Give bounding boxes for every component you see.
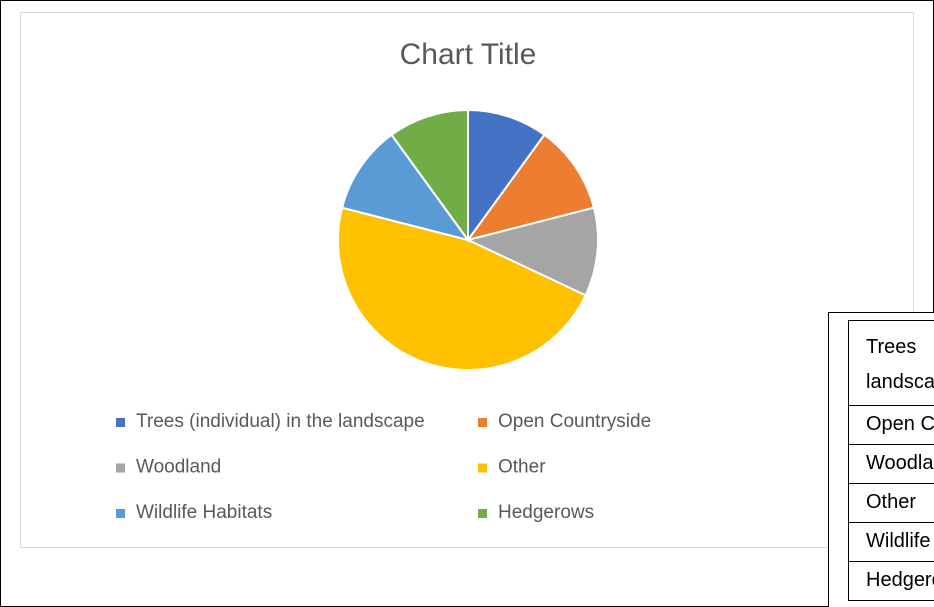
table-cell: Woodland (866, 452, 934, 474)
legend-marker (116, 509, 125, 518)
legend-marker (478, 418, 487, 427)
table-cell: Open Countryside (866, 413, 934, 435)
table: Trees landscape Open Countryside Woodland Ot… (848, 320, 934, 601)
pie (337, 108, 599, 371)
table-cell: Other (866, 491, 916, 513)
pie-slice (337, 206, 587, 371)
legend-label: Other (498, 457, 546, 478)
pie-slice (467, 108, 546, 244)
legend-marker (116, 418, 125, 427)
pie-slice (465, 206, 599, 297)
table-cell: Wildlife Habitats (866, 530, 934, 552)
legend-marker (478, 463, 487, 473)
pie-slice (465, 133, 596, 242)
pie-slice (340, 133, 471, 242)
table-cell: Hedgerows (866, 569, 934, 591)
legend-label: Hedgerows (498, 502, 594, 523)
pie-slice (390, 108, 469, 244)
table-frame (828, 312, 934, 607)
legend-label: Trees (individual) in the landscape (136, 411, 425, 432)
legend-marker (478, 509, 487, 518)
legend-label: Woodland (136, 457, 221, 478)
legend-label: Open Countryside (498, 411, 651, 432)
table-cell-line: Trees (866, 336, 916, 358)
table-cell: Trees landscape (866, 336, 934, 393)
legend-label: Wildlife Habitats (136, 502, 272, 523)
legend: Trees (individual) in the landscape Open … (116, 411, 651, 523)
chart-title: Chart Title (400, 38, 537, 71)
legend-marker (116, 463, 125, 473)
table-cell-line: landscape (866, 371, 934, 393)
